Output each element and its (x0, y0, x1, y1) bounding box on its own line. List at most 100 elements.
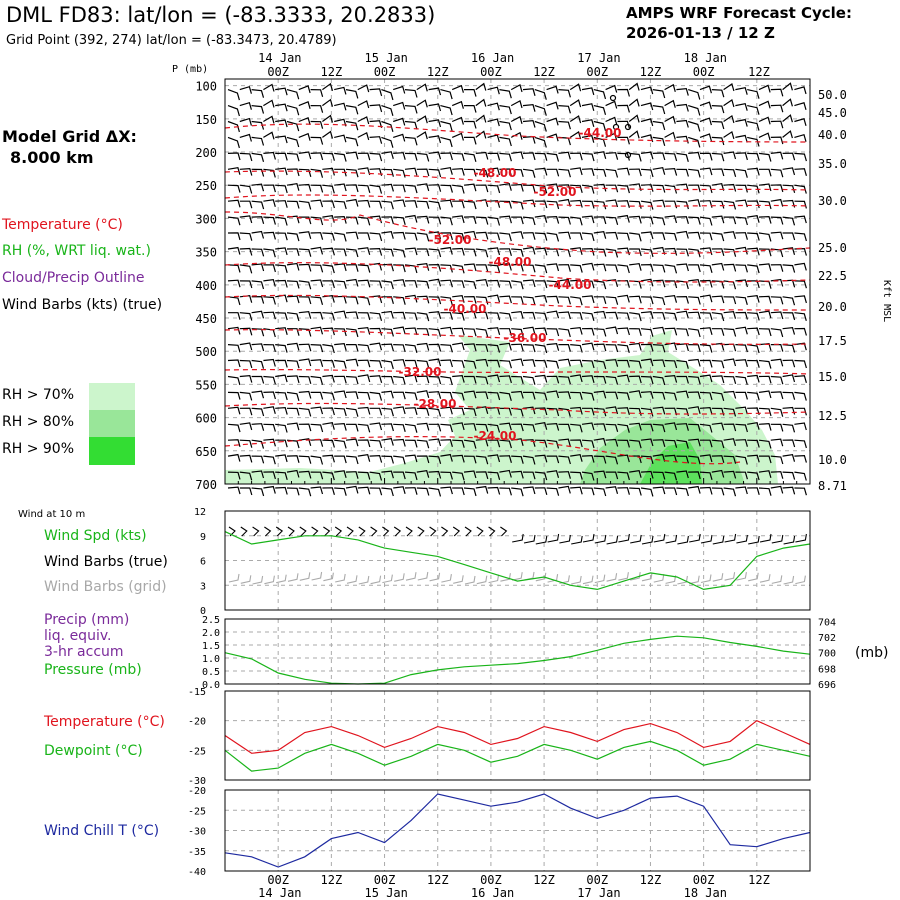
wind-barb (345, 216, 359, 225)
wind-barb (345, 358, 359, 367)
wind-barb (640, 328, 654, 337)
wind-barb (416, 487, 430, 496)
wind-barb (369, 454, 383, 463)
wind-barb (275, 391, 288, 401)
wind-barb (546, 101, 559, 110)
wind-barb (322, 247, 335, 256)
wind-barb (629, 248, 642, 257)
calm-wind-circle (624, 151, 632, 159)
wind-barb-true (748, 535, 760, 545)
wind-barb (747, 184, 760, 194)
label-accum: 3-hr accum (44, 644, 124, 660)
wind-barb (652, 232, 666, 241)
wind-barb (747, 215, 760, 223)
wind-barb (369, 280, 383, 289)
wind-barb (275, 406, 288, 415)
wind-barb (428, 391, 442, 399)
wind-barb (770, 311, 784, 320)
wind-barb (310, 120, 324, 129)
wind-barb (416, 263, 430, 271)
wind-barb (617, 407, 630, 415)
wind-barb (440, 375, 453, 386)
wind-barb (534, 264, 548, 274)
wind-barb (357, 296, 371, 306)
wind-barb (617, 88, 630, 97)
pressure-tick-label: 200 (195, 146, 217, 160)
wind-barb (581, 280, 595, 289)
wind-barb (688, 199, 701, 207)
wind-barb (699, 216, 713, 226)
wind-barb (357, 454, 371, 462)
wind-barb (688, 328, 701, 338)
wind-barb (711, 439, 725, 449)
wind-barb (652, 312, 666, 320)
wind-barb (251, 359, 265, 369)
bottom-hour-label: 00Z (267, 873, 289, 887)
pressure-tick-label: 150 (195, 113, 217, 127)
wind-barb (416, 200, 430, 209)
wind-barb (263, 99, 275, 108)
wind-barb-grid (700, 574, 712, 584)
wind-barb-true (382, 526, 390, 537)
wind-barb (629, 312, 642, 322)
wind-barb (534, 215, 548, 223)
rh90-swatch (89, 437, 135, 465)
wind-barb-grid (488, 574, 500, 584)
wind-barb (357, 232, 371, 241)
wind-barb (688, 136, 701, 148)
wind-barb (499, 295, 512, 304)
wind-barb (381, 105, 394, 116)
bottom-hour-label: 00Z (480, 873, 502, 887)
wind-barb (546, 487, 560, 496)
wind-barb-true (452, 526, 461, 537)
wind-barb (475, 98, 487, 107)
pressure-tick-label: 650 (195, 445, 217, 459)
wind-barb (345, 198, 359, 207)
wind-barb (688, 406, 701, 414)
wind-barb (511, 455, 524, 464)
wind-barb (452, 407, 465, 416)
wind-barb-grid (535, 572, 547, 582)
wind-barb (652, 120, 666, 131)
wind-barb (428, 487, 442, 497)
wind-barb (652, 471, 666, 480)
wind-barb (782, 216, 796, 226)
wind-barb (782, 374, 796, 383)
wind-barb (522, 375, 536, 385)
wind-barb (452, 215, 465, 224)
wind-barb (652, 423, 666, 433)
wind-barb (770, 264, 784, 272)
wind-barb (404, 152, 418, 161)
wind-barb (440, 344, 453, 353)
pressure-unit-label: (mb) (855, 645, 889, 661)
wind-barb (699, 391, 713, 401)
wind-barb (322, 439, 335, 448)
wind-barb (499, 455, 512, 463)
wind-barb (440, 89, 453, 100)
wind-barb (711, 120, 725, 130)
wind-barb (393, 248, 406, 258)
wind-barb (640, 343, 654, 352)
temperature-contour (224, 123, 811, 143)
wind-barb (345, 455, 359, 465)
wind-barb (629, 342, 642, 351)
wind-barb (286, 120, 300, 132)
wind-barb (393, 133, 406, 142)
wind-barb (522, 216, 536, 226)
wind-barb (487, 439, 501, 448)
wind-barb (251, 105, 265, 114)
wind-barb (711, 105, 725, 114)
wind-barb (452, 280, 465, 289)
wind-speed-line (224, 531, 811, 591)
wind-barb (652, 406, 666, 415)
wind-barb (251, 280, 265, 290)
wind-barb (664, 312, 678, 321)
wind-barb (310, 359, 324, 367)
wind-barb (664, 327, 678, 336)
bottom-hour-label: 12Z (748, 873, 770, 887)
wind-barb (664, 232, 678, 241)
wind-barb (298, 248, 312, 257)
wind-barb (593, 248, 607, 257)
wind-barb (499, 359, 512, 369)
wind-barb (782, 486, 796, 495)
